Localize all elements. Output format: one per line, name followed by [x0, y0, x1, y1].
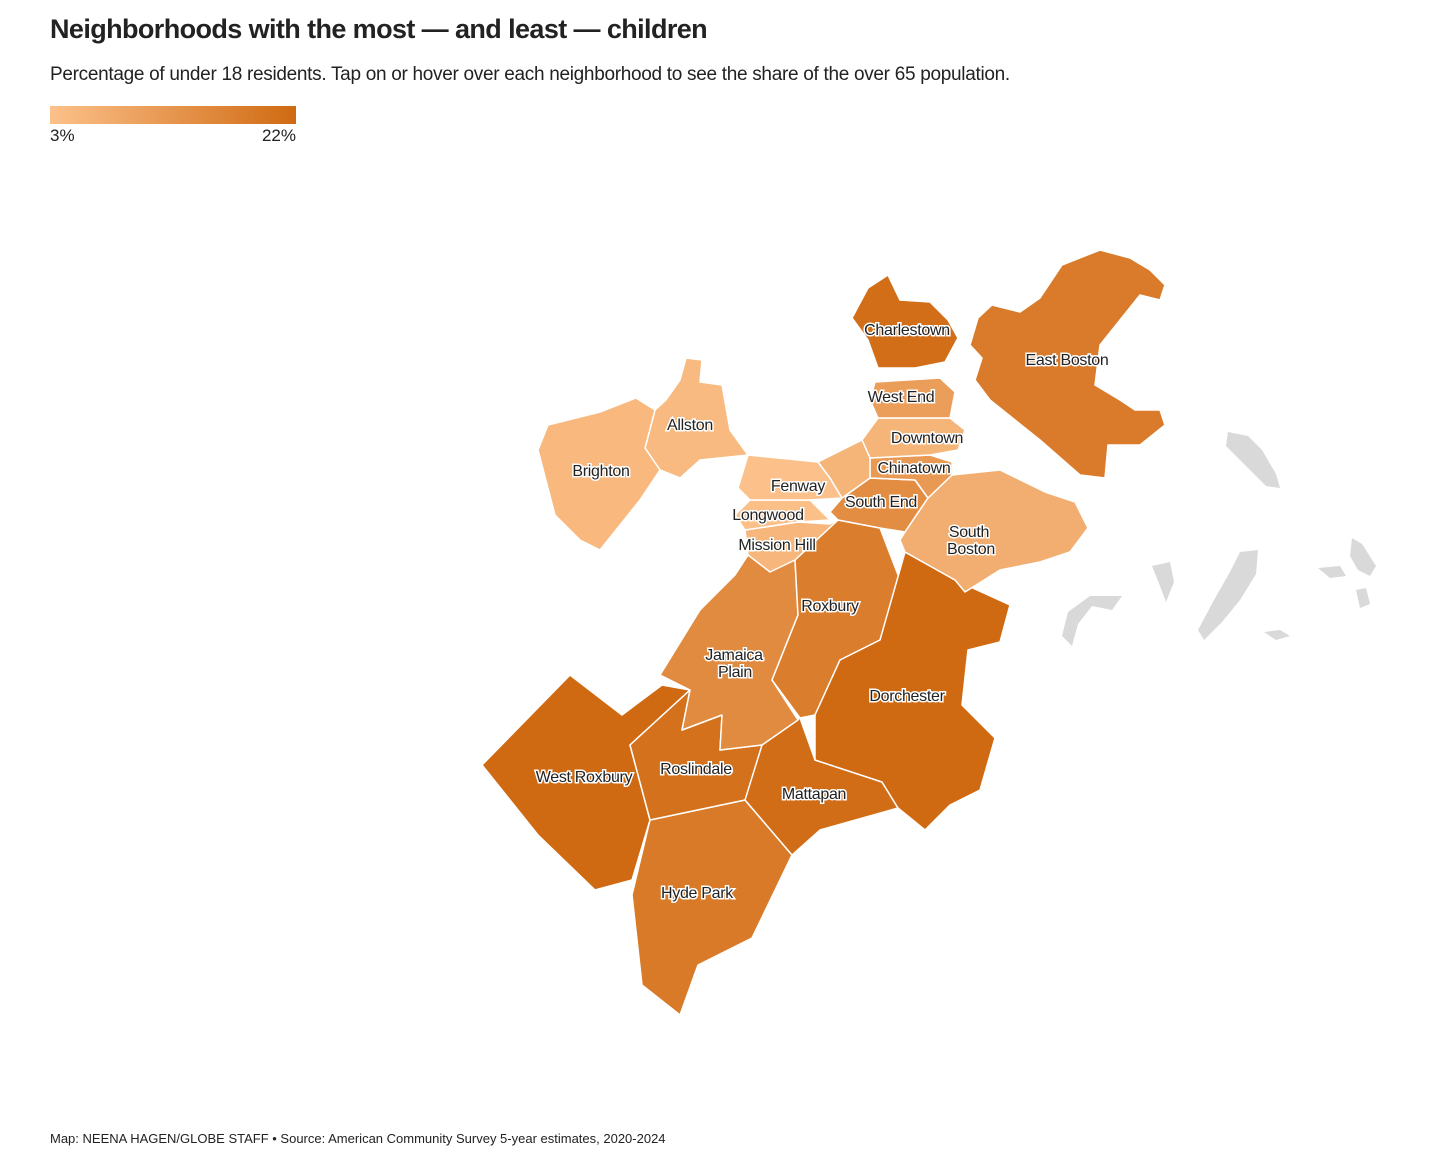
label-longwood: Longwood — [732, 507, 803, 524]
neighborhood-west-end[interactable] — [869, 377, 956, 419]
legend-max-label: 22% — [261, 126, 296, 145]
chart-subtitle: Percentage of under 18 residents. Tap on… — [50, 64, 1010, 85]
harbor-islands — [1062, 432, 1376, 646]
neighborhood-jamaica-plain[interactable] — [659, 554, 799, 751]
label-chinatown: Chinatown — [878, 460, 951, 477]
neighborhood-south-boston[interactable] — [899, 469, 1089, 593]
island — [1318, 566, 1346, 578]
chart-title: Neighborhoods with the most — and least … — [50, 14, 708, 44]
label-allston: Allston — [667, 417, 713, 434]
legend-min-label: 3% — [50, 126, 75, 145]
label-south-end: South End — [845, 494, 917, 511]
label-south-boston-line2: Boston — [947, 541, 995, 558]
neighborhood-chinatown[interactable] — [869, 454, 953, 499]
legend-gradient-bar — [50, 106, 296, 124]
island — [1226, 432, 1280, 488]
island — [1356, 588, 1370, 608]
source-credit: Map: NEENA HAGEN/GLOBE STAFF • Source: A… — [50, 1131, 666, 1146]
label-roxbury: Roxbury — [801, 598, 859, 615]
neighborhood-back-bay[interactable] — [817, 439, 871, 499]
label-south-boston-line1: South — [949, 524, 989, 541]
label-downtown: Downtown — [891, 430, 963, 447]
neighborhood-charlestown[interactable] — [851, 274, 959, 369]
label-mattapan: Mattapan — [782, 786, 846, 803]
label-mission-hill: Mission Hill — [738, 537, 815, 554]
label-dorchester: Dorchester — [869, 688, 945, 705]
label-jamaica-plain-line1: Jamaica — [705, 647, 763, 664]
neighborhood-brighton[interactable] — [537, 397, 661, 551]
label-west-roxbury: West Roxbury — [536, 769, 633, 786]
neighborhood-allston[interactable] — [644, 357, 749, 479]
label-brighton: Brighton — [572, 463, 629, 480]
island — [1062, 596, 1122, 646]
island — [1264, 630, 1290, 640]
label-jamaica-plain-line2: Plain — [718, 664, 752, 681]
color-legend: 3% 22% — [50, 106, 296, 150]
label-roslindale: Roslindale — [660, 761, 732, 778]
label-hyde-park: Hyde Park — [661, 885, 734, 902]
island — [1198, 550, 1258, 640]
island — [1152, 562, 1174, 602]
neighborhood-east-boston[interactable] — [969, 249, 1166, 479]
label-east-boston: East Boston — [1026, 352, 1109, 369]
label-charlestown: Charlestown — [864, 322, 950, 339]
neighborhood-hyde-park[interactable] — [631, 799, 793, 1016]
neighborhood-labels: Charlestown East Boston West End Allston… — [534, 321, 1110, 904]
label-west-end: West End — [868, 389, 935, 406]
label-fenway: Fenway — [771, 478, 826, 495]
island — [1350, 538, 1376, 576]
